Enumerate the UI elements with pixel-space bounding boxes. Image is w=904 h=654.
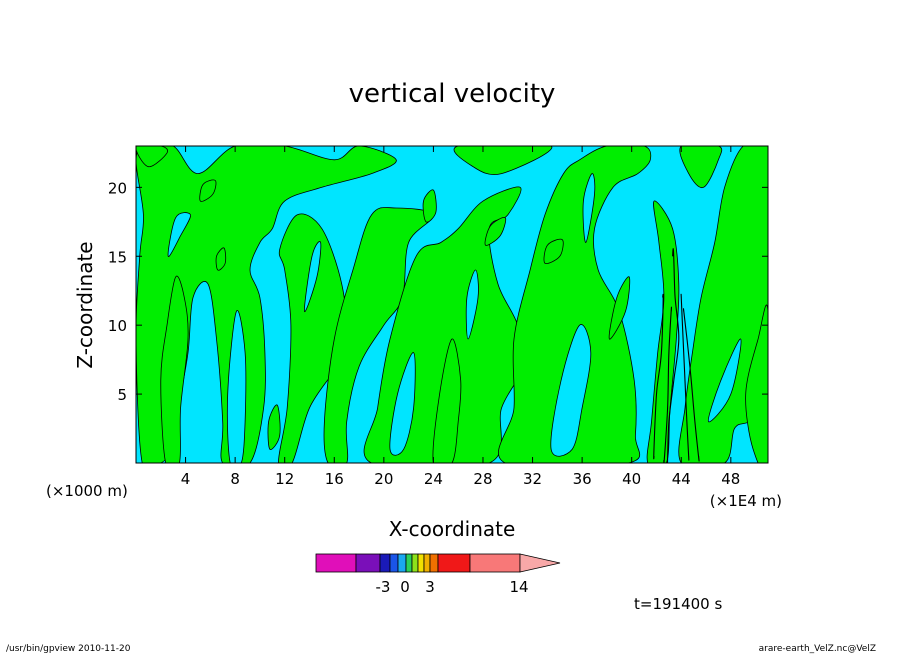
time-label: t=191400 s	[634, 595, 722, 613]
x-tick-label: 48	[721, 470, 740, 488]
negative-velocity-contour	[304, 241, 322, 312]
footer-right: arare-earth_VelZ.nc@VelZ	[759, 644, 876, 654]
positive-velocity-contour	[498, 146, 652, 463]
x-tick-label: 20	[374, 470, 393, 488]
contour-filament	[653, 293, 664, 460]
positive-velocity-contour	[160, 275, 189, 463]
colorbar-segment	[437, 553, 471, 573]
footer-left: /usr/bin/gpview 2010-11-20	[6, 644, 131, 654]
contour-filament	[680, 293, 690, 461]
colorbar-labels: -3 0 3 14	[376, 578, 529, 596]
colorbar-label: -3	[376, 578, 391, 596]
negative-velocity-contour	[465, 269, 479, 340]
positive-velocity-contour	[679, 146, 723, 189]
colorbar-segment	[397, 553, 407, 573]
colorbar-segment	[429, 553, 439, 573]
contour-filament	[663, 306, 673, 463]
positive-velocity-contour	[199, 179, 217, 202]
negative-velocity-contour	[550, 324, 592, 457]
y-axis-ticks: 5 10 15 20	[108, 179, 768, 404]
colorbar-segment	[411, 553, 419, 573]
colorbar-segment	[389, 553, 399, 573]
chart-title: vertical velocity	[349, 79, 556, 109]
x-tick-label: 36	[573, 470, 592, 488]
negative-velocity-contour	[389, 352, 416, 456]
colorbar-segment	[355, 553, 381, 573]
colorbar-segment	[315, 553, 357, 573]
x-unit-right-label: (×1E4 m)	[710, 492, 782, 510]
negative-velocity-contour	[167, 212, 191, 257]
y-axis-title: Z-coordinate	[73, 241, 97, 368]
positive-velocity-contour	[745, 304, 768, 463]
y-tick-label: 20	[108, 179, 127, 197]
positive-velocity-contour	[484, 217, 507, 246]
colorbar-segment	[405, 553, 413, 573]
x-tick-label: 40	[622, 470, 641, 488]
y-tick-label: 10	[108, 317, 127, 335]
colorbar-label: 0	[400, 578, 410, 596]
x-axis-title: X-coordinate	[389, 517, 516, 541]
negative-velocity-contour	[707, 338, 742, 423]
colorbar-segment	[417, 553, 425, 573]
x-tick-label: 12	[275, 470, 294, 488]
x-unit-left-label: (×1000 m)	[46, 482, 128, 500]
contour-filament	[682, 308, 700, 462]
colorbar-label: 3	[425, 578, 435, 596]
positive-velocity-contour	[678, 146, 768, 463]
x-tick-label: 16	[325, 470, 344, 488]
x-tick-label: 8	[230, 470, 240, 488]
plot-frame	[135, 145, 769, 464]
x-tick-label: 4	[181, 470, 191, 488]
positive-velocity-contour	[136, 146, 168, 168]
colorbar-segment	[379, 553, 391, 573]
y-tick-label: 15	[108, 248, 127, 266]
negative-velocity-contour	[582, 173, 596, 243]
positive-velocity-contour	[215, 247, 227, 271]
x-tick-label: 28	[473, 470, 492, 488]
positive-velocity-contour	[278, 213, 348, 463]
plot-area	[135, 145, 769, 464]
y-tick-label: 5	[117, 386, 127, 404]
x-tick-label: 32	[523, 470, 542, 488]
positive-velocity-contour	[422, 189, 437, 223]
colorbar	[315, 553, 561, 573]
x-axis-ticks: 4 8 12 16 20 24 28 32 36 40 44 48	[181, 146, 740, 488]
positive-velocity-contour	[267, 404, 281, 450]
positive-velocity-contour	[543, 238, 564, 264]
x-tick-label: 44	[672, 470, 691, 488]
contour-filament	[666, 248, 680, 463]
colorbar-segment	[469, 553, 521, 573]
colorbar-segment	[423, 553, 431, 573]
positive-velocity-regions	[136, 146, 768, 463]
x-tick-label: 24	[424, 470, 443, 488]
colorbar-label: 14	[509, 578, 528, 596]
positive-velocity-contour	[608, 276, 631, 340]
colorbar-extend-arrow	[519, 553, 561, 573]
positive-velocity-contour	[453, 146, 553, 176]
